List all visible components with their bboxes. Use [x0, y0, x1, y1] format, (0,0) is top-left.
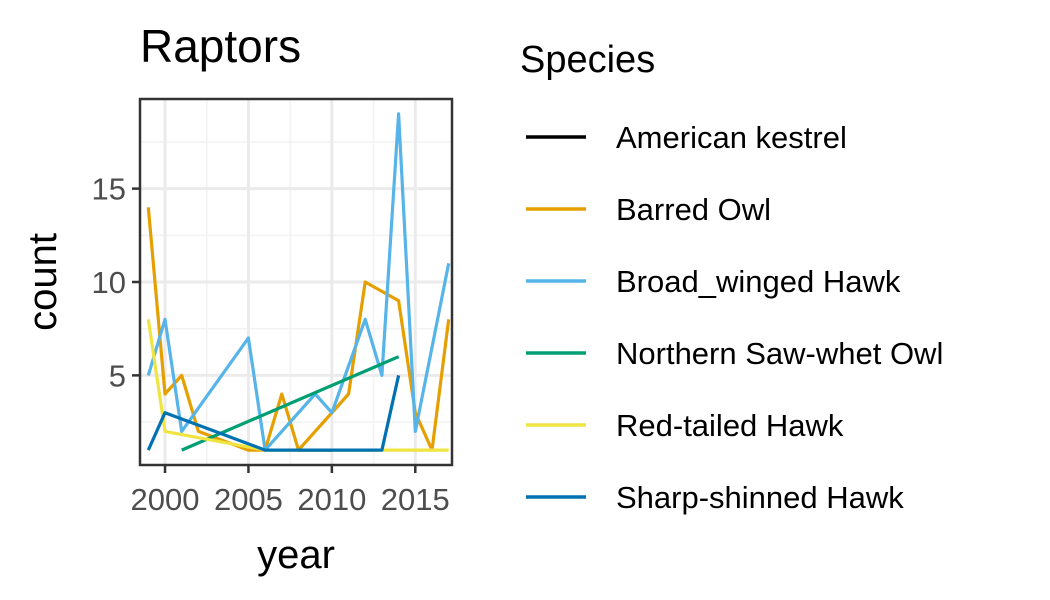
x-tick-label: 2010	[297, 482, 366, 517]
legend-label-barred-owl: Barred Owl	[616, 192, 771, 227]
grid-lines	[140, 99, 452, 465]
series-line-broad-winged-hawk	[146, 112, 451, 452]
x-tick-label: 2005	[214, 482, 283, 517]
series-line-sharp-shinned-hawk	[146, 375, 401, 452]
x-tick-label: 2015	[381, 482, 450, 517]
y-tick-label: 15	[92, 172, 126, 207]
series-line-northern-saw-whet-owl	[181, 355, 400, 452]
axes: 2000 2005 2010 2015 5 10 15	[92, 172, 450, 517]
chart-title: Raptors	[140, 20, 301, 72]
y-tick-label: 10	[92, 265, 126, 300]
legend: American kestrel Barred Owl Broad_winged H…	[526, 120, 943, 515]
legend-label-sharp-shinned-hawk: Sharp-shinned Hawk	[616, 480, 904, 515]
legend-title: Species	[520, 39, 655, 81]
legend-label-american-kestrel: American kestrel	[616, 120, 847, 155]
plot-series	[146, 112, 451, 452]
y-tick-label: 5	[109, 358, 126, 393]
x-tick-label: 2000	[131, 482, 200, 517]
legend-label-northern-saw-whet-owl: Northern Saw-whet Owl	[616, 336, 943, 371]
y-axis-title: count	[21, 233, 65, 331]
x-axis-title: year	[257, 533, 335, 577]
legend-label-broad-winged-hawk: Broad_winged Hawk	[616, 264, 901, 299]
legend-label-red-tailed-hawk: Red-tailed Hawk	[616, 408, 844, 443]
